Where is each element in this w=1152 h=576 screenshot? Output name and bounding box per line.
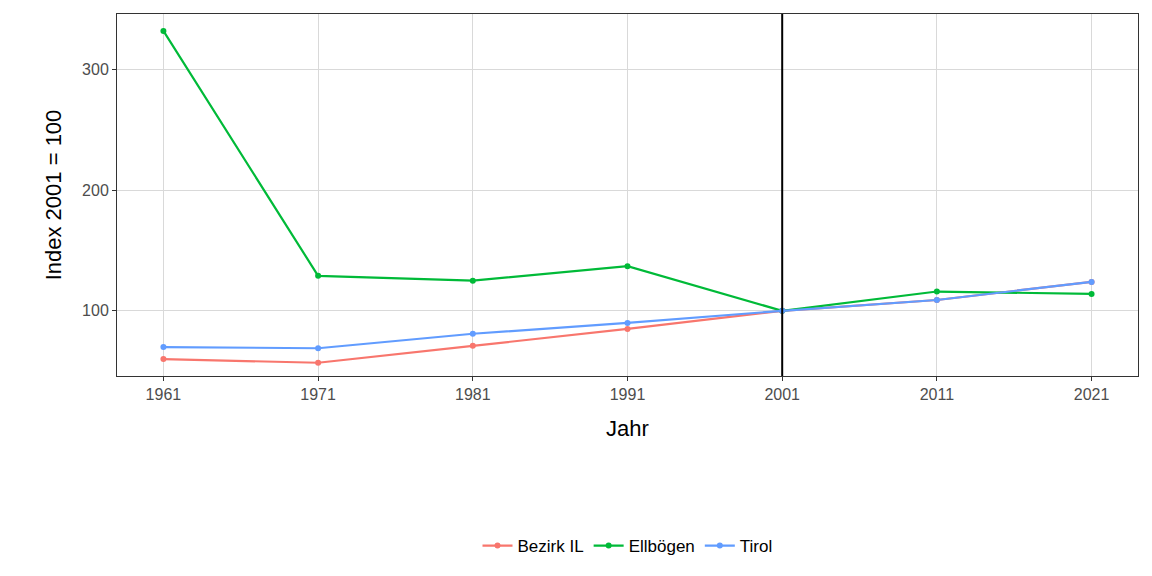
- svg-text:1961: 1961: [146, 386, 182, 403]
- svg-text:Ellbögen: Ellbögen: [629, 537, 695, 556]
- svg-text:2011: 2011: [920, 386, 955, 403]
- svg-text:Tirol: Tirol: [740, 537, 772, 556]
- svg-text:2001: 2001: [764, 386, 800, 403]
- svg-text:1981: 1981: [455, 386, 491, 403]
- svg-text:Index 2001 = 100: Index 2001 = 100: [41, 110, 66, 281]
- svg-text:Bezirk IL: Bezirk IL: [518, 537, 584, 556]
- svg-text:200: 200: [82, 182, 109, 199]
- svg-text:2021: 2021: [1074, 386, 1110, 403]
- svg-text:Jahr: Jahr: [606, 416, 649, 441]
- svg-text:1991: 1991: [610, 386, 646, 403]
- svg-text:100: 100: [82, 302, 109, 319]
- svg-text:1971: 1971: [300, 386, 336, 403]
- svg-text:300: 300: [82, 61, 109, 78]
